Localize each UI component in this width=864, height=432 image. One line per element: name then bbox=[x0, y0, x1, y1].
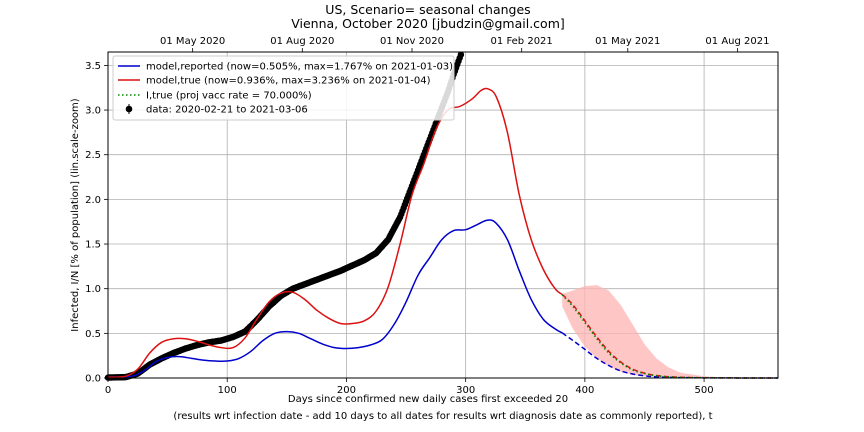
y-tick-label: 1.0 bbox=[85, 284, 101, 295]
y-tick-label: 2.5 bbox=[85, 150, 101, 161]
y-axis-label: Infected, I/N [% of population] (lin.sca… bbox=[70, 98, 81, 331]
legend-label-true: model,true (now=0.936%, max=3.236% on 20… bbox=[146, 76, 431, 87]
y-tick-label: 0.5 bbox=[85, 329, 101, 340]
x-tick-label: 200 bbox=[337, 385, 356, 396]
top-tick-label: 01 May 2020 bbox=[160, 36, 225, 47]
top-tick-label: 01 Feb 2021 bbox=[491, 36, 553, 47]
y-axis: 0.0 0.5 1.0 1.5 2.0 2.5 3.0 3.5 bbox=[85, 61, 108, 385]
top-tick-label: 01 Aug 2021 bbox=[705, 36, 769, 47]
y-tick-label: 1.5 bbox=[85, 240, 101, 251]
x-tick-label: 0 bbox=[105, 385, 111, 396]
plot-frame bbox=[107, 51, 779, 379]
series-line-0 bbox=[107, 219, 563, 378]
model-lines bbox=[107, 87, 779, 379]
series-line-2 bbox=[107, 87, 563, 378]
chart-title-line-2: Vienna, October 2020 [jbudzin@gmail.com] bbox=[291, 16, 565, 31]
y-tick-label: 3.5 bbox=[85, 61, 101, 72]
y-tick-label: 0.0 bbox=[85, 374, 101, 385]
x-tick-label: 100 bbox=[218, 385, 237, 396]
top-tick-label: 01 May 2021 bbox=[595, 36, 660, 47]
uncertainty-band bbox=[562, 285, 778, 378]
legend-label-vacc: I,true (proj vacc rate = 70.000%) bbox=[146, 91, 312, 102]
legend-box bbox=[112, 55, 455, 121]
legend: model,reported (now=0.505%, max=1.767% o… bbox=[112, 55, 455, 121]
legend-label-reported: model,reported (now=0.505%, max=1.767% o… bbox=[146, 62, 453, 73]
legend-label-data: data: 2020-02-21 to 2021-03-06 bbox=[146, 105, 308, 116]
chart-title-line-1: US, Scenario= seasonal changes bbox=[325, 2, 530, 17]
series-line-4 bbox=[561, 294, 779, 379]
legend-swatch-data bbox=[125, 105, 133, 113]
y-tick-label: 3.0 bbox=[85, 106, 101, 117]
x-axis-label-line-1: Days since confirmed new daily cases fir… bbox=[288, 394, 568, 405]
series-line-1 bbox=[561, 332, 779, 379]
top-tick-label: 01 Nov 2020 bbox=[380, 36, 444, 47]
y-tick-label: 2.0 bbox=[85, 195, 101, 206]
top-date-axis: 01 May 2020 01 Aug 2020 01 Nov 2020 01 Feb … bbox=[160, 36, 769, 52]
data-point bbox=[457, 51, 465, 58]
top-tick-label: 01 Aug 2020 bbox=[270, 36, 334, 47]
x-tick-label: 300 bbox=[456, 385, 475, 396]
x-axis-label-line-2: (results wrt infection date - add 10 day… bbox=[173, 411, 712, 422]
x-tick-label: 400 bbox=[575, 385, 594, 396]
x-axis: 0 100 200 300 400 500 bbox=[105, 378, 714, 396]
uncertainty-band-area bbox=[562, 285, 778, 378]
x-tick-label: 500 bbox=[695, 385, 714, 396]
